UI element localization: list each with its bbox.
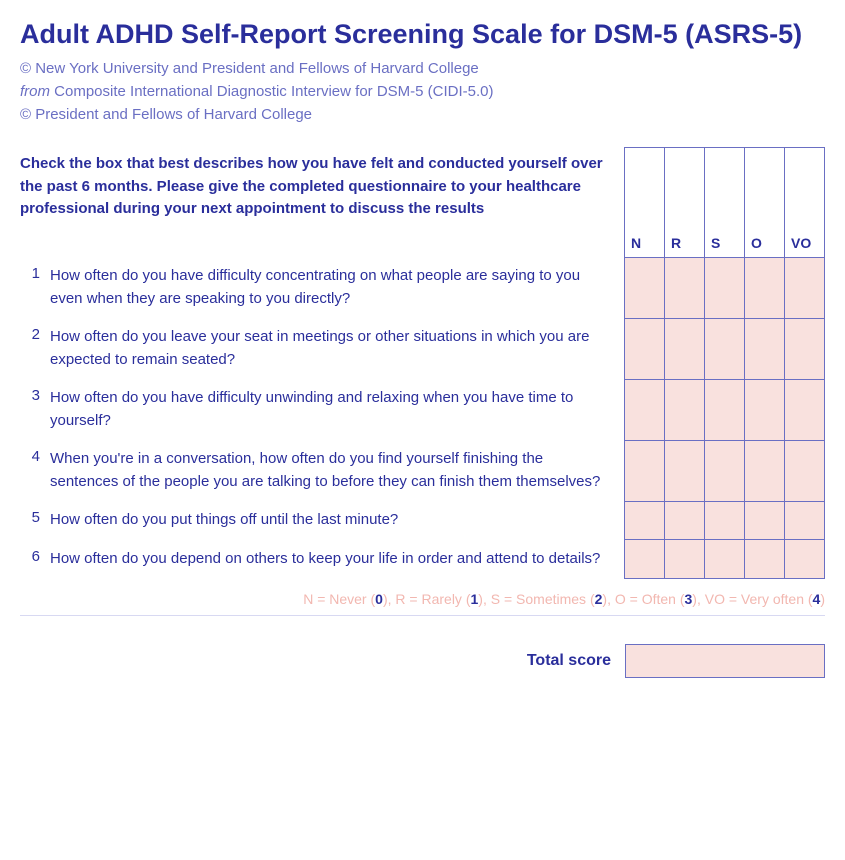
answer-cell-r[interactable]	[665, 318, 705, 379]
answer-cell-r[interactable]	[665, 440, 705, 501]
answer-cell-s[interactable]	[705, 501, 745, 540]
legend-value: 0	[375, 591, 383, 607]
total-row: Total score	[20, 644, 825, 678]
question-text: How often do you have difficulty concent…	[50, 257, 625, 318]
column-header-s: S	[705, 147, 745, 257]
answer-cell-s[interactable]	[705, 379, 745, 440]
answer-cell-n[interactable]	[625, 440, 665, 501]
question-number: 6	[20, 540, 50, 579]
question-text: How often do you put things off until th…	[50, 501, 625, 540]
legend-tail: ),	[692, 591, 704, 607]
answer-cell-r[interactable]	[665, 379, 705, 440]
table-row: 2How often do you leave your seat in mee…	[20, 318, 825, 379]
question-number: 2	[20, 318, 50, 379]
legend-part: S = Sometimes (	[491, 591, 595, 607]
legend-part: R = Rarely (	[395, 591, 470, 607]
question-text: How often do you depend on others to kee…	[50, 540, 625, 579]
answer-cell-vo[interactable]	[785, 318, 825, 379]
answer-cell-o[interactable]	[745, 440, 785, 501]
answer-cell-n[interactable]	[625, 379, 665, 440]
answer-cell-vo[interactable]	[785, 501, 825, 540]
answer-cell-n[interactable]	[625, 257, 665, 318]
answer-cell-vo[interactable]	[785, 257, 825, 318]
legend-tail: ),	[478, 591, 490, 607]
questionnaire-table: Check the box that best describes how yo…	[20, 147, 825, 579]
answer-cell-r[interactable]	[665, 540, 705, 579]
source-text: Composite International Diagnostic Inter…	[54, 83, 493, 100]
divider	[20, 615, 825, 616]
question-number: 5	[20, 501, 50, 540]
answer-cell-o[interactable]	[745, 379, 785, 440]
copyright-line-2: © President and Fellows of Harvard Colle…	[20, 104, 825, 125]
page-title: Adult ADHD Self-Report Screening Scale f…	[20, 18, 825, 52]
answer-cell-s[interactable]	[705, 318, 745, 379]
answer-cell-o[interactable]	[745, 257, 785, 318]
legend-part: N = Never (	[303, 591, 375, 607]
column-header-vo: VO	[785, 147, 825, 257]
table-row: 5How often do you put things off until t…	[20, 501, 825, 540]
answer-cell-s[interactable]	[705, 540, 745, 579]
column-header-o: O	[745, 147, 785, 257]
table-row: 1How often do you have difficulty concen…	[20, 257, 825, 318]
answer-cell-r[interactable]	[665, 257, 705, 318]
table-row: 3How often do you have difficulty unwind…	[20, 379, 825, 440]
column-header-r: R	[665, 147, 705, 257]
answer-cell-o[interactable]	[745, 540, 785, 579]
question-text: How often do you have difficulty unwindi…	[50, 379, 625, 440]
question-number: 1	[20, 257, 50, 318]
answer-cell-n[interactable]	[625, 318, 665, 379]
total-score-box[interactable]	[625, 644, 825, 678]
answer-cell-s[interactable]	[705, 257, 745, 318]
legend-tail: ),	[602, 591, 614, 607]
question-text: When you're in a conversation, how often…	[50, 440, 625, 501]
table-row: 4When you're in a conversation, how ofte…	[20, 440, 825, 501]
answer-cell-o[interactable]	[745, 318, 785, 379]
answer-cell-vo[interactable]	[785, 379, 825, 440]
answer-cell-r[interactable]	[665, 501, 705, 540]
table-row: 6How often do you depend on others to ke…	[20, 540, 825, 579]
answer-cell-s[interactable]	[705, 440, 745, 501]
legend-part: VO = Very often (	[705, 591, 813, 607]
copyright-line-1: © New York University and President and …	[20, 58, 825, 79]
total-score-label: Total score	[527, 652, 611, 670]
legend-tail: ),	[383, 591, 395, 607]
source-line: from Composite International Diagnostic …	[20, 81, 825, 102]
legend-part: O = Often (	[615, 591, 685, 607]
legend-tail: )	[820, 591, 825, 607]
answer-cell-vo[interactable]	[785, 540, 825, 579]
answer-cell-n[interactable]	[625, 540, 665, 579]
source-prefix: from	[20, 83, 54, 100]
answer-cell-vo[interactable]	[785, 440, 825, 501]
answer-cell-n[interactable]	[625, 501, 665, 540]
question-number: 3	[20, 379, 50, 440]
questionnaire-body: Check the box that best describes how yo…	[20, 147, 825, 578]
instructions: Check the box that best describes how yo…	[20, 147, 625, 257]
answer-cell-o[interactable]	[745, 501, 785, 540]
question-text: How often do you leave your seat in meet…	[50, 318, 625, 379]
legend: N = Never (0), R = Rarely (1), S = Somet…	[20, 591, 825, 607]
column-header-n: N	[625, 147, 665, 257]
question-number: 4	[20, 440, 50, 501]
